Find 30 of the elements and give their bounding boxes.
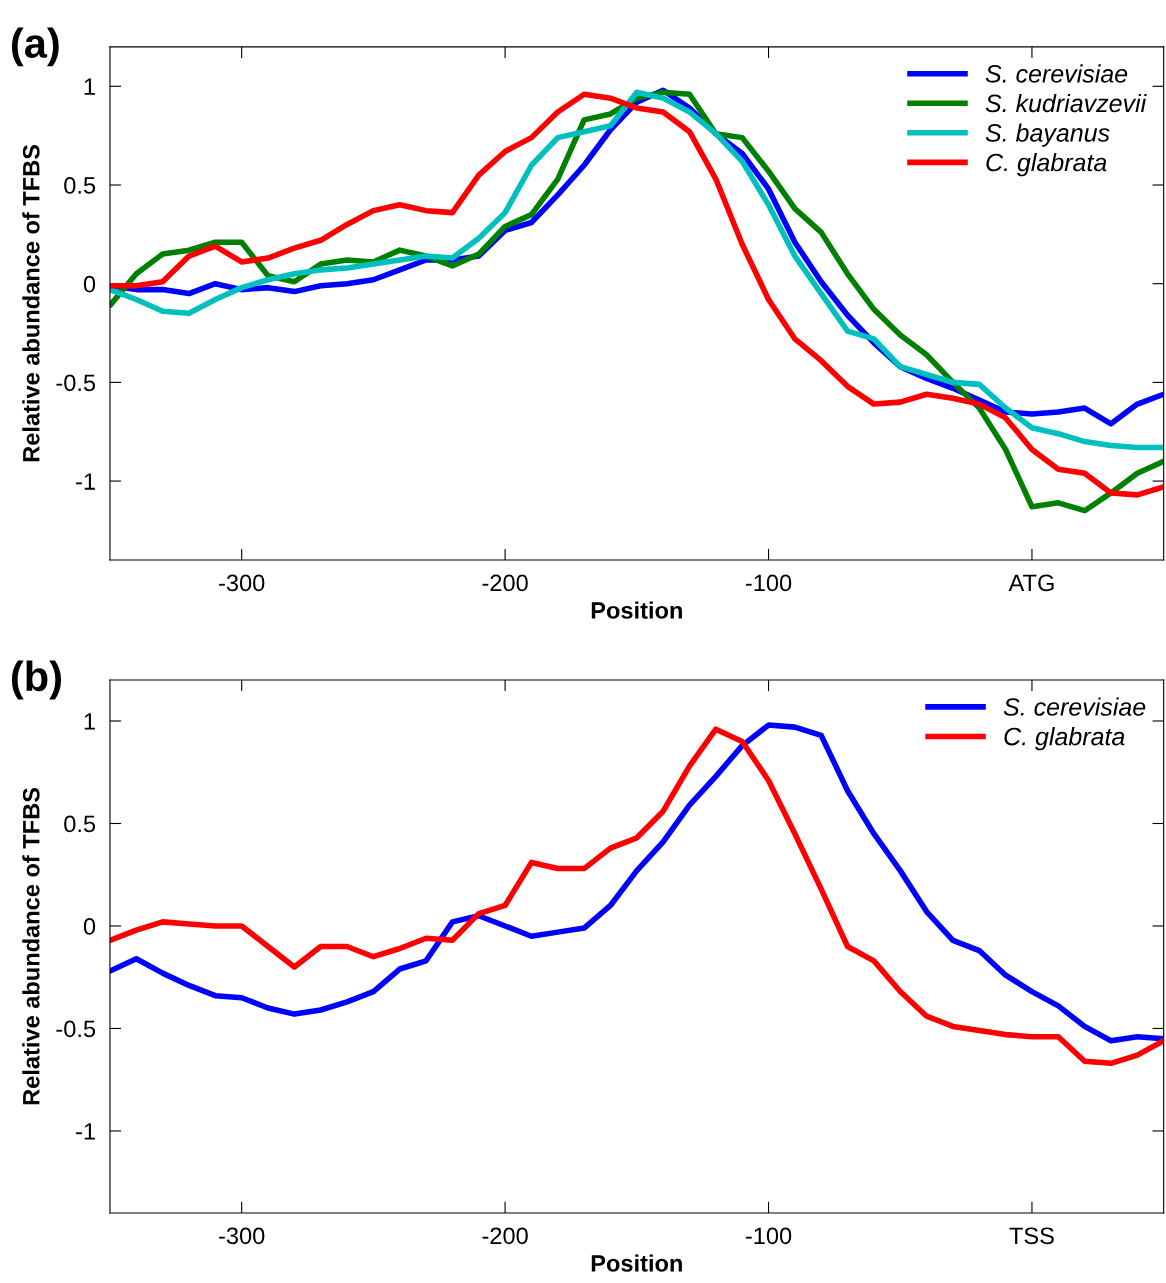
legend-label: S. kudriavzevii [985,93,1147,113]
y-axis-title: Relative abundance of TFBS [22,144,40,462]
y-tick-label: -0.5 [56,374,96,392]
legend-label: S. cerevisiae [1003,697,1146,716]
legend-label: S. cerevisiae [985,64,1128,83]
y-tick-label: 0.5 [64,815,96,833]
x-axis-title: Position [591,601,682,619]
y-axis-title: Relative abundance of TFBS [22,787,40,1105]
y-tick-label: -1 [76,1123,95,1140]
legend-label: C. glabrata [1004,727,1125,751]
x-tick-label: TSS [1009,1227,1054,1245]
y-tick-label: 1 [84,713,95,730]
x-tick-label: -300 [219,1227,265,1245]
x-tick-label: -300 [219,574,265,592]
y-tick-label: 0.5 [64,177,96,194]
x-tick-label: ATG [1008,574,1054,592]
legend-label: S. bayanus [985,123,1110,147]
x-tick-label: -100 [745,574,792,592]
legend-label: C. glabrata [986,152,1107,177]
y-tick-label: 0 [83,918,96,935]
y-tick-label: 1 [84,78,95,95]
y-tick-label: 0 [83,275,96,293]
x-tick-label: -100 [745,1227,792,1245]
y-tick-label: -0.5 [56,1020,96,1038]
x-axis-title: Position [591,1254,682,1272]
x-tick-label: -200 [482,1227,528,1245]
x-tick-label: -200 [482,574,528,592]
y-tick-label: -1 [76,473,95,490]
chart-title: (b) [11,660,61,700]
chart-title: (a) [11,27,59,67]
